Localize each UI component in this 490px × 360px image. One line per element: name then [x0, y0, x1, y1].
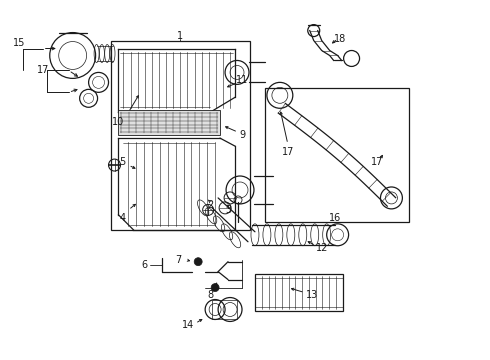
Text: 17: 17 [282, 147, 294, 157]
Text: 11: 11 [236, 75, 248, 85]
Text: 16: 16 [328, 213, 341, 223]
Bar [212, 300, 237, 319]
Text: 3: 3 [225, 205, 231, 215]
Text: 5: 5 [120, 157, 125, 167]
Text: 17: 17 [371, 157, 384, 167]
Text: 10: 10 [112, 117, 124, 127]
Text: 14: 14 [182, 320, 195, 330]
Text: 15: 15 [13, 37, 25, 48]
Circle shape [194, 258, 202, 266]
Text: 18: 18 [334, 33, 346, 44]
Text: 13: 13 [306, 289, 318, 300]
Bar [265, 88, 409, 222]
Text: 4: 4 [120, 213, 125, 223]
Text: 17: 17 [37, 66, 49, 76]
Text: 2: 2 [207, 200, 213, 210]
Bar [255, 274, 343, 311]
Text: 1: 1 [177, 31, 183, 41]
Text: 6: 6 [141, 260, 147, 270]
Circle shape [211, 284, 219, 292]
Bar [111, 41, 250, 230]
Text: 9: 9 [239, 130, 245, 140]
Bar [119, 110, 220, 135]
Text: 8: 8 [207, 289, 213, 300]
Text: 7: 7 [175, 255, 181, 265]
Text: 12: 12 [316, 243, 328, 253]
